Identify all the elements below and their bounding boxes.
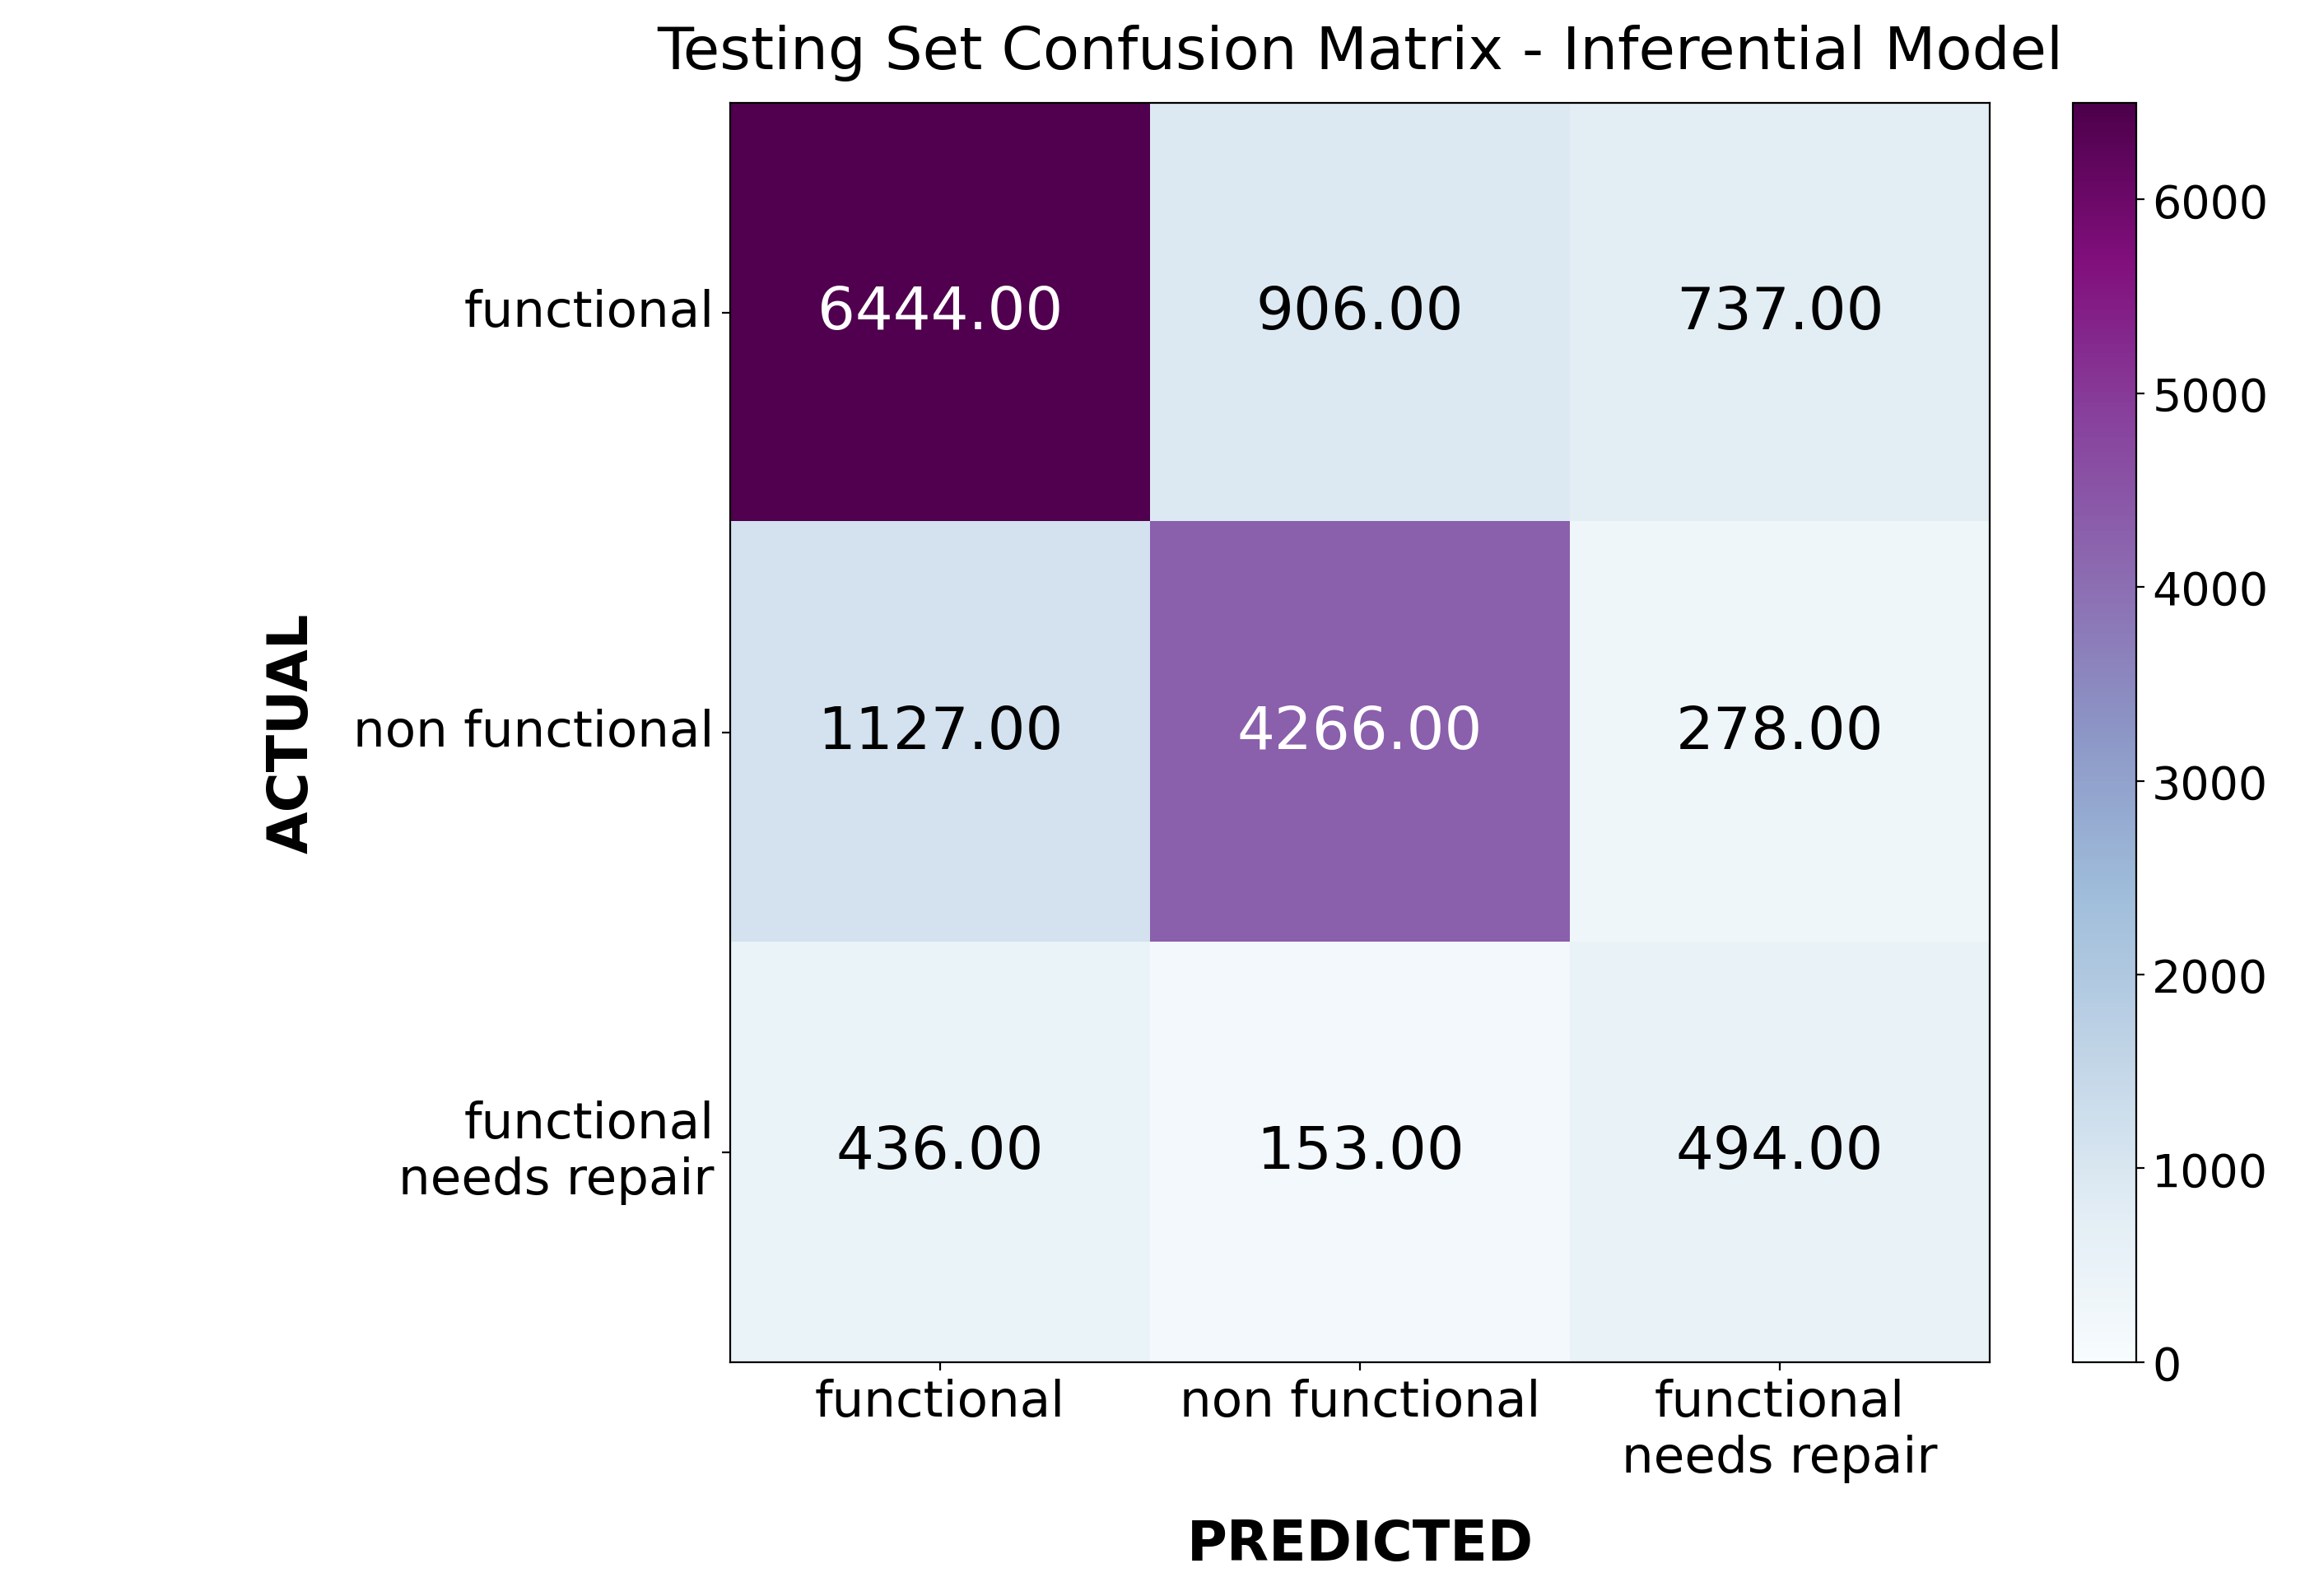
Text: 278.00: 278.00 <box>1676 704 1883 761</box>
Title: Testing Set Confusion Matrix - Inferential Model: Testing Set Confusion Matrix - Inferenti… <box>657 24 2063 81</box>
Text: 4266.00: 4266.00 <box>1238 704 1482 761</box>
Text: 153.00: 153.00 <box>1256 1124 1464 1181</box>
Text: 494.00: 494.00 <box>1676 1124 1883 1181</box>
Text: 906.00: 906.00 <box>1256 284 1464 342</box>
Text: 1127.00: 1127.00 <box>818 704 1063 761</box>
Y-axis label: ACTUAL: ACTUAL <box>265 613 318 852</box>
Text: 737.00: 737.00 <box>1676 284 1883 342</box>
Text: 436.00: 436.00 <box>837 1124 1044 1181</box>
Text: 6444.00: 6444.00 <box>818 284 1063 342</box>
X-axis label: PREDICTED: PREDICTED <box>1187 1518 1533 1572</box>
